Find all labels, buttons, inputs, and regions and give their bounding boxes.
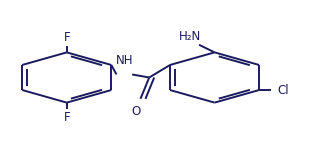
- Text: Cl: Cl: [278, 84, 289, 97]
- Text: NH: NH: [116, 54, 133, 67]
- Text: O: O: [131, 105, 140, 118]
- Text: F: F: [63, 111, 70, 124]
- Text: H₂N: H₂N: [179, 30, 201, 43]
- Text: F: F: [63, 31, 70, 44]
